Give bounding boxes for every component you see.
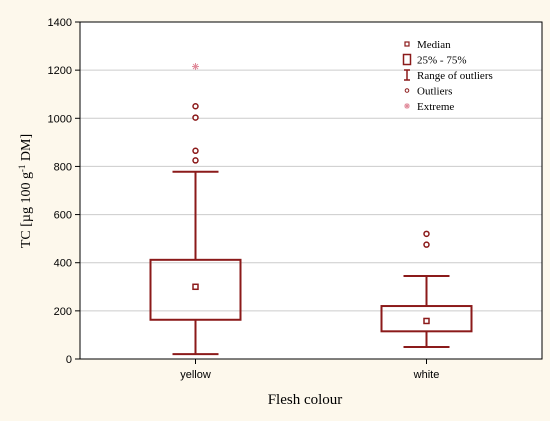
legend-extreme-stroke [404,103,410,109]
y-axis-ticks: 0 200 400 600 800 1000 1200 1400 [48,17,80,366]
y-tick-label: 1400 [48,17,72,29]
extreme-stroke [192,63,199,70]
y-axis-label-superscript: -1 [17,165,27,173]
legend-label: 25% - 75% [417,55,467,67]
outlier-point [192,114,199,121]
extreme-point [192,63,199,71]
y-axis-label-suffix: DM] [19,134,34,165]
legend: Median 25% - 75% Range of outliers Outliers… [402,39,493,113]
legend-item-range: Range of outliers [404,69,493,82]
outlier-point [192,103,199,110]
y-axis-label-prefix: TC [µg 100 g [19,172,34,248]
y-tick-label: 200 [54,306,72,318]
y-tick-label: 400 [54,258,72,270]
legend-range-icon [404,69,410,81]
outlier-point [423,230,430,238]
median-marker [423,317,430,325]
y-axis-label: TC [µg 100 g-1 DM] [17,134,34,248]
x-axis-ticks: yellow white [180,359,439,381]
y-tick-label: 600 [54,210,72,222]
x-axis-label: Flesh colour [268,392,343,408]
legend-box-icon [402,53,412,66]
legend-outlier-icon [404,88,410,93]
legend-extreme-icon [404,103,410,109]
outlier-point [423,241,430,248]
box-group-yellow [149,63,242,356]
legend-label: Extreme [417,101,454,113]
median-marker [192,283,199,291]
legend-item-box: 25% - 75% [402,53,467,67]
legend-median-icon [404,41,410,47]
legend-label: Outliers [417,86,452,98]
y-tick-label: 1200 [48,65,72,77]
y-tick-label: 0 [66,354,72,366]
y-tick-label: 1000 [48,113,72,125]
legend-label: Range of outliers [417,70,493,82]
iqr-box [149,258,242,321]
legend-label: Median [417,39,451,51]
x-tick-label: white [413,369,440,381]
legend-item-median: Median [404,39,451,51]
plot-area [80,22,542,359]
plot-border [79,21,543,360]
iqr-box [380,305,473,333]
boxes [149,63,473,356]
box-group-white [380,230,473,348]
legend-item-extreme: Extreme [404,101,454,113]
y-tick-label: 800 [54,161,72,173]
outlier-point [192,147,199,155]
outlier-point [192,157,199,164]
x-tick-label: yellow [180,369,211,381]
legend-item-outlier: Outliers [404,86,452,98]
grid-lines [80,69,542,312]
